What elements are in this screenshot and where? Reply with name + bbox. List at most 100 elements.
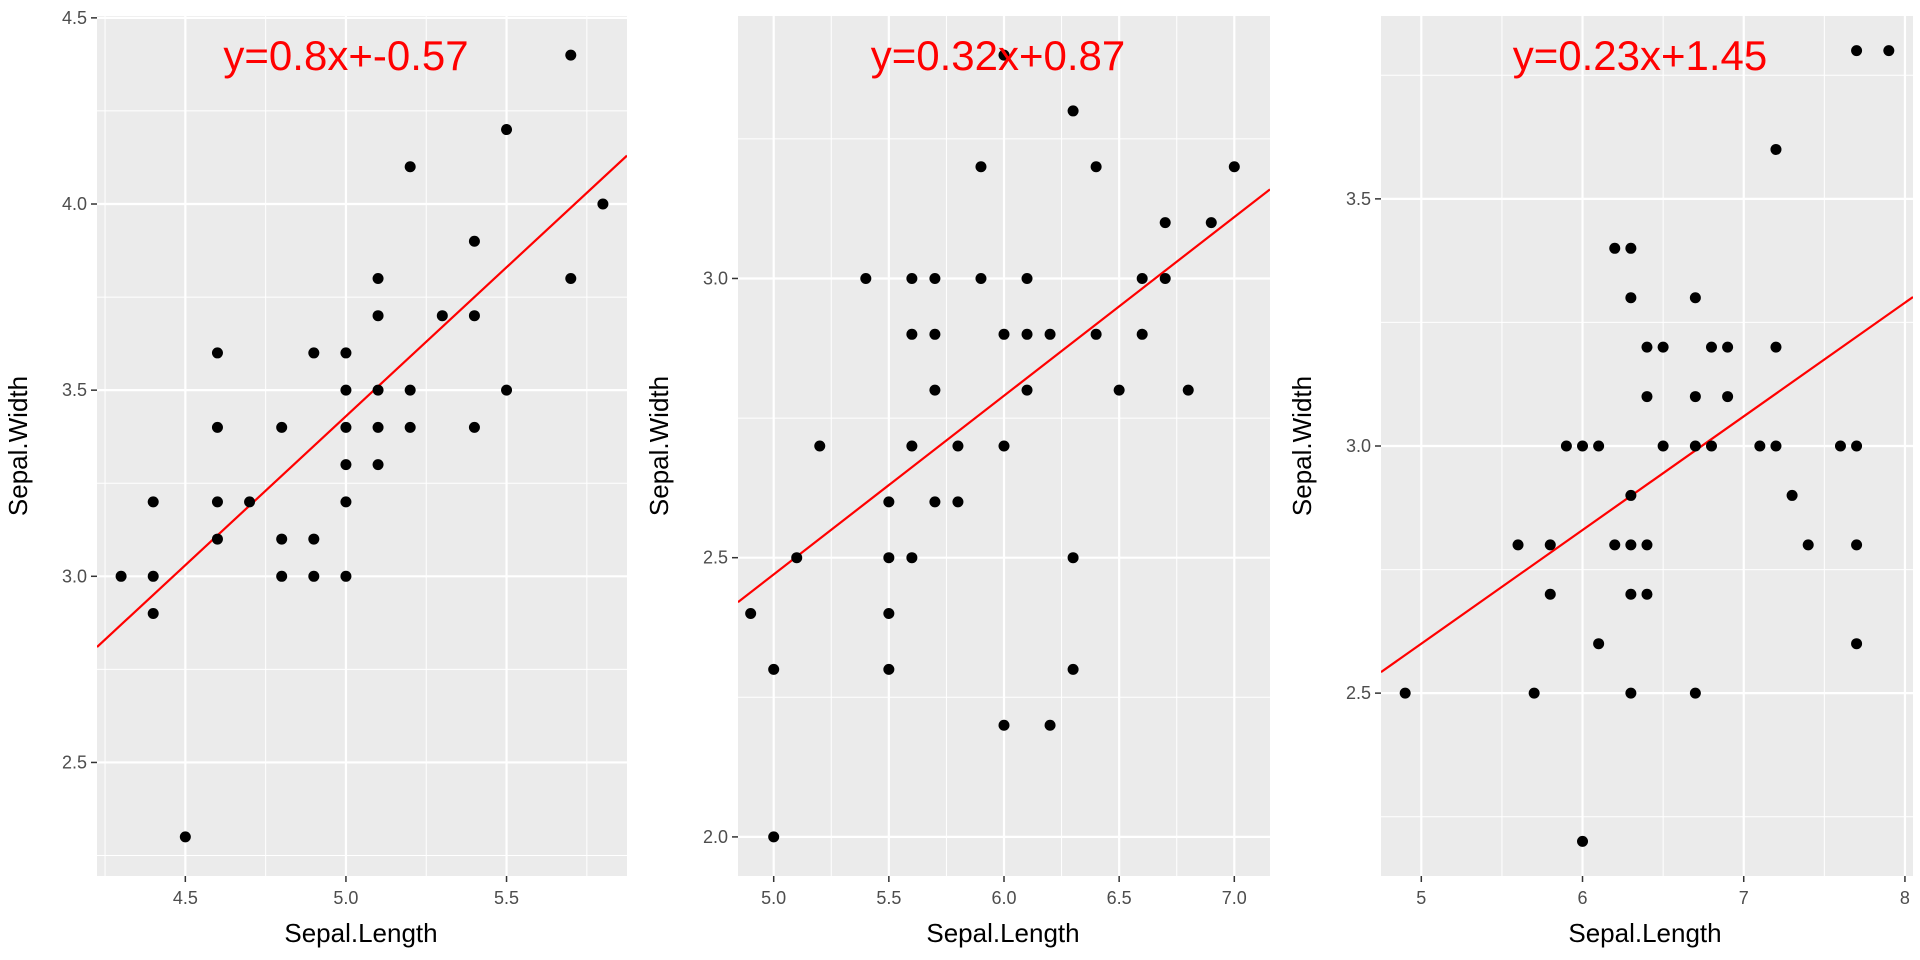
equation-label: y=0.32x+0.87 [871, 32, 1126, 79]
y-tick-label: 3.0 [1346, 436, 1371, 456]
data-point [1593, 638, 1605, 650]
data-point [147, 570, 159, 582]
data-point [1399, 687, 1411, 699]
x-tick-label: 8 [1900, 888, 1910, 908]
y-tick-label: 3.0 [703, 268, 728, 288]
data-point [468, 421, 480, 433]
data-point [565, 272, 577, 284]
data-point [211, 533, 223, 545]
data-point [1625, 489, 1637, 501]
data-point [1625, 687, 1637, 699]
data-point [998, 719, 1010, 731]
data-point [308, 533, 320, 545]
data-point [883, 552, 895, 564]
x-tick-label: 6.0 [991, 888, 1016, 908]
data-point [1625, 242, 1637, 254]
y-tick-label: 3.5 [62, 380, 87, 400]
x-tick-label: 5.0 [333, 888, 358, 908]
data-point [1609, 242, 1621, 254]
data-point [1689, 292, 1701, 304]
data-point [1136, 272, 1148, 284]
data-point [906, 272, 918, 284]
data-point [1593, 440, 1605, 452]
data-point [404, 421, 416, 433]
data-point [147, 496, 159, 508]
panel-3: 5 6 7 8 2.5 3.0 3.5 y=0.23x+1.45 Sepal.Length Sep… [1287, 16, 1913, 948]
data-point [1512, 539, 1524, 551]
x-tick-label: 7.0 [1222, 888, 1247, 908]
data-point [929, 272, 941, 284]
data-point [211, 347, 223, 359]
y-tick-label: 4.5 [62, 8, 87, 28]
data-point [308, 347, 320, 359]
data-point [883, 608, 895, 620]
data-point [1657, 341, 1669, 353]
data-point [276, 533, 288, 545]
data-point [975, 161, 987, 173]
data-point [468, 235, 480, 247]
data-point [1609, 539, 1621, 551]
data-point [1159, 272, 1171, 284]
data-point [1883, 45, 1895, 57]
y-tick-label: 2.5 [1346, 683, 1371, 703]
data-point [1705, 341, 1717, 353]
data-point [340, 459, 352, 471]
data-point [1090, 161, 1102, 173]
data-point [1851, 45, 1863, 57]
data-point [1577, 440, 1589, 452]
panel-1: 4.5 5.0 5.5 2.5 3.0 3.5 4.0 4.5 y=0.8x+-0.57 Sepa… [3, 8, 627, 948]
data-point [1754, 440, 1766, 452]
data-point [501, 124, 513, 136]
regression-line [1381, 296, 1913, 674]
data-point [276, 570, 288, 582]
regression-line [738, 188, 1270, 604]
data-point [929, 496, 941, 508]
data-point [1021, 384, 1033, 396]
data-point [1625, 588, 1637, 600]
y-tick-label: 4.0 [62, 194, 87, 214]
data-point [372, 459, 384, 471]
panel-2: 5.0 5.5 6.0 6.5 7.0 2.0 2.5 3.0 y=0.32x+0.87 Sepa… [644, 16, 1270, 948]
data-point [211, 496, 223, 508]
data-point [906, 440, 918, 452]
data-point [1641, 539, 1653, 551]
data-point [1657, 440, 1669, 452]
x-tick-label: 6 [1578, 888, 1588, 908]
data-point [1802, 539, 1814, 551]
data-point [952, 440, 964, 452]
data-point [768, 831, 780, 843]
data-point [1851, 638, 1863, 650]
y-axis-title: Sepal.Width [1287, 376, 1317, 516]
data-point [276, 421, 288, 433]
data-point [906, 552, 918, 564]
data-point [1544, 539, 1556, 551]
data-point [565, 49, 577, 61]
x-tick-label: 5.0 [761, 888, 786, 908]
data-point [340, 496, 352, 508]
data-point [1705, 440, 1717, 452]
data-point [1625, 539, 1637, 551]
regression-line [97, 154, 627, 648]
data-point [468, 310, 480, 322]
data-point [340, 347, 352, 359]
data-point [1722, 391, 1734, 403]
data-point [1641, 588, 1653, 600]
data-point [1689, 391, 1701, 403]
data-point [340, 384, 352, 396]
y-axis-title: Sepal.Width [3, 376, 33, 516]
data-point [1770, 143, 1782, 155]
data-point [998, 440, 1010, 452]
data-point [1067, 105, 1079, 117]
data-point [308, 570, 320, 582]
data-point [998, 49, 1010, 61]
data-point [906, 328, 918, 340]
data-point [860, 272, 872, 284]
x-tick-label: 5 [1416, 888, 1426, 908]
data-point [1159, 217, 1171, 229]
data-point [372, 421, 384, 433]
data-point [1786, 489, 1798, 501]
x-axis-title: Sepal.Length [1568, 918, 1721, 948]
data-point [372, 272, 384, 284]
y-tick-label: 2.0 [703, 827, 728, 847]
